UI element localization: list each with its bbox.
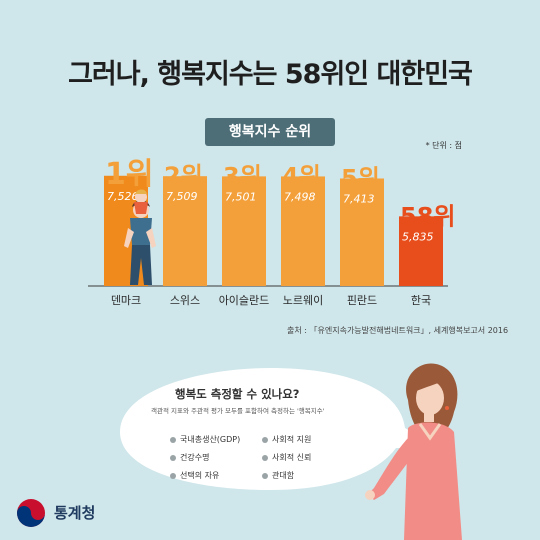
category-label: 아이슬란드 bbox=[219, 294, 270, 307]
family-illustration bbox=[124, 189, 156, 285]
bar-2 bbox=[222, 176, 266, 286]
indicator-item: 사회적 신뢰 bbox=[262, 452, 311, 463]
bar-5 bbox=[399, 216, 443, 286]
indicator-item: 국내총생산(GDP) bbox=[170, 434, 240, 445]
category-label: 덴마크 bbox=[111, 294, 141, 307]
indicator-item: 관대함 bbox=[262, 470, 294, 481]
bubble-question: 행복도 측정할 수 있나요? bbox=[175, 387, 300, 401]
category-label: 노르웨이 bbox=[283, 294, 323, 307]
taegeuk-icon bbox=[17, 499, 45, 527]
category-label: 스위스 bbox=[170, 294, 200, 307]
value-label: 7,526 bbox=[107, 190, 139, 203]
category-label: 핀란드 bbox=[347, 294, 377, 307]
indicator-item: 건강수명 bbox=[170, 452, 209, 463]
page-title: 그러나, 행복지수는 58위인 대한민국 bbox=[68, 59, 473, 90]
value-label: 7,509 bbox=[166, 190, 198, 203]
bar-1 bbox=[163, 176, 207, 286]
logo-label: 통계청 bbox=[54, 504, 96, 522]
bubble-explanation: 객관적 지표와 주관적 평가 모두를 포함하여 측정하는 '행복지수' bbox=[151, 407, 325, 415]
rank-label: 58위 bbox=[400, 202, 455, 230]
rank-label: 2위 bbox=[164, 162, 203, 190]
category-label: 한국 bbox=[411, 294, 431, 307]
bullet-icon bbox=[262, 436, 268, 443]
bullet-icon bbox=[170, 472, 176, 479]
source-note: 출처 : 「유엔지속가능발전해법네트워크」, 세계행복보고서 2016 bbox=[287, 326, 509, 335]
bullet-icon bbox=[262, 454, 268, 461]
bar-3 bbox=[281, 176, 325, 286]
value-label: 7,498 bbox=[284, 190, 316, 203]
unit-note: * 단위 : 점 bbox=[425, 141, 462, 150]
bullet-icon bbox=[170, 436, 176, 443]
bullet-icon bbox=[170, 454, 176, 461]
value-label: 7,501 bbox=[225, 190, 257, 203]
bullet-icon bbox=[262, 472, 268, 479]
bar-4 bbox=[340, 178, 384, 286]
value-label: 5,835 bbox=[402, 230, 434, 243]
speech-bubble bbox=[120, 368, 440, 490]
indicator-item: 선택의 자유 bbox=[170, 470, 219, 481]
value-label: 7,413 bbox=[343, 192, 375, 205]
rank-label: 5위 bbox=[341, 164, 380, 192]
woman-illustration bbox=[365, 363, 462, 540]
indicator-item: 사회적 지원 bbox=[262, 434, 311, 445]
rank-label: 4위 bbox=[282, 162, 321, 190]
chart-title-badge: 행복지수 순위 bbox=[205, 118, 335, 146]
rank-label: 1위 bbox=[105, 157, 153, 192]
rank-label: 3위 bbox=[223, 162, 262, 190]
